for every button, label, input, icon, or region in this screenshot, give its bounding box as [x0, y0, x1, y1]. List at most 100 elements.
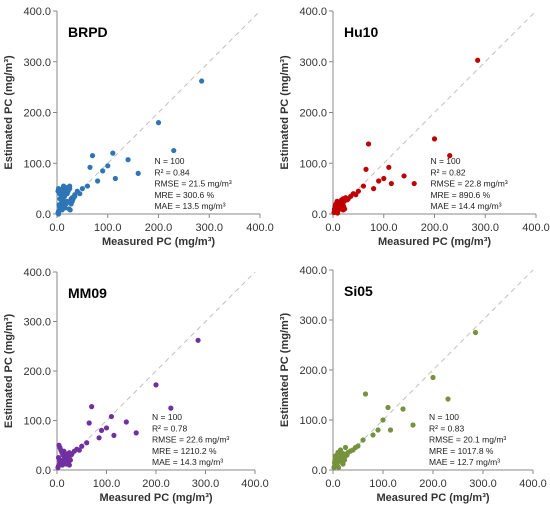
data-point	[335, 464, 342, 471]
y-tick-label: 100.0	[299, 158, 327, 170]
data-point	[376, 178, 382, 184]
x-tick-label: 200.0	[142, 478, 170, 490]
data-point	[331, 459, 338, 466]
chart-title: MM09	[68, 285, 107, 301]
x-tick-label: 0.0	[49, 478, 64, 490]
data-point	[431, 136, 438, 142]
data-point	[195, 337, 201, 343]
x-tick-label: 400.0	[246, 222, 274, 234]
data-point	[381, 175, 387, 182]
y-axis-label: Estimated PC (mg/m³)	[3, 55, 15, 170]
data-point	[411, 180, 417, 187]
data-point	[168, 405, 174, 411]
x-tick-label: 0.0	[325, 478, 340, 490]
x-tick-label: 400.0	[241, 478, 269, 490]
data-point	[401, 173, 407, 179]
chart-panel-4: 0.00.0 100.0 100.0 200.0 200.0 300.0 300.0 400.…	[279, 265, 547, 504]
data-point	[400, 406, 406, 412]
data-point	[410, 422, 416, 428]
stats-line: MRE = 1210.2 %	[152, 446, 217, 456]
y-tick-label: 300.0	[23, 57, 51, 69]
data-point	[339, 197, 345, 203]
x-tick-label: 400.0	[522, 222, 550, 234]
data-point	[360, 183, 367, 189]
y-tick-label: 100.0	[299, 415, 327, 427]
y-tick-label: 400.0	[299, 265, 327, 277]
y-tick-label: 400.0	[299, 6, 327, 18]
x-tick-label: 100.0	[93, 478, 121, 490]
stats-line: MAE = 13.5 mg/m³	[154, 201, 225, 211]
data-point	[89, 153, 96, 159]
data-point	[447, 153, 453, 159]
data-point	[135, 170, 141, 176]
y-tick-label: 200.0	[299, 108, 327, 120]
data-point	[66, 462, 72, 468]
stats-line: R² = 0.82	[430, 167, 465, 177]
chart-panel-2: 0.00.0 100.0 100.0 200.0 200.0 300.0 300.0 400.…	[279, 6, 550, 248]
data-point	[96, 435, 102, 441]
one-to-one-line	[56, 10, 261, 215]
data-point	[111, 432, 117, 438]
chart-title: BRPD	[68, 24, 108, 40]
data-point	[55, 455, 62, 461]
data-point	[84, 183, 91, 189]
data-point	[62, 205, 68, 211]
chart-title: Si05	[344, 283, 373, 299]
data-point	[341, 457, 348, 463]
stats-line: R² = 0.84	[154, 167, 189, 177]
x-tick-label: 100.0	[94, 222, 122, 234]
stats-line: RMSE = 22.6 mg/m³	[152, 435, 229, 445]
y-tick-label: 300.0	[23, 317, 51, 329]
y-tick-label: 100.0	[23, 158, 51, 170]
data-point	[370, 432, 376, 438]
y-tick-label: 100.0	[23, 416, 51, 428]
data-point	[133, 430, 139, 436]
x-tick-label: 200.0	[419, 478, 447, 490]
stats-line: RMSE = 21.5 mg/m³	[154, 179, 231, 189]
data-point	[55, 211, 62, 217]
data-point	[55, 464, 61, 471]
x-tick-label: 200.0	[145, 222, 173, 234]
data-point	[57, 196, 63, 202]
data-point	[67, 457, 73, 463]
data-point	[380, 417, 386, 423]
y-tick-label: 0.0	[312, 465, 327, 477]
data-point	[363, 166, 369, 172]
y-axis-label: Estimated PC (mg/m³)	[279, 313, 291, 428]
x-axis-label: Measured PC (mg/m³)	[376, 492, 489, 504]
one-to-one-line	[332, 10, 537, 215]
data-point	[340, 461, 346, 467]
y-axis-label: Estimated PC (mg/m³)	[279, 55, 291, 170]
data-point	[79, 443, 85, 449]
stats-line: MAE = 12.7 mg/m³	[429, 457, 500, 467]
x-axis-label: Measured PC (mg/m³)	[99, 492, 212, 504]
chart-panel-3: 0.00.0 100.0 100.0 200.0 200.0 300.0 300.0 400.…	[3, 267, 269, 504]
data-point	[360, 437, 366, 443]
x-axis-label: Measured PC (mg/m³)	[378, 236, 491, 248]
stats-line: N = 100	[154, 156, 184, 166]
y-tick-label: 300.0	[299, 57, 327, 69]
data-point	[331, 206, 338, 212]
data-point	[108, 413, 115, 420]
stats-line: MRE = 890.6 %	[430, 190, 490, 200]
data-point	[153, 382, 159, 388]
data-point	[386, 164, 392, 170]
data-point	[58, 192, 65, 198]
y-tick-label: 300.0	[299, 315, 327, 327]
y-tick-label: 200.0	[23, 366, 51, 378]
data-point	[84, 440, 90, 446]
one-to-one-line	[56, 271, 256, 471]
stats-line: R² = 0.78	[152, 423, 187, 433]
stats-line: N = 100	[430, 156, 460, 166]
data-point	[125, 157, 131, 163]
stats-line: MRE = 1017.8 %	[429, 446, 494, 456]
data-point	[110, 150, 116, 156]
data-point	[332, 202, 339, 208]
y-tick-label: 200.0	[299, 365, 327, 377]
one-to-one-line	[332, 269, 534, 471]
x-tick-label: 200.0	[421, 222, 449, 234]
data-point	[445, 396, 451, 402]
stats-line: RMSE = 22.8 mg/m³	[430, 179, 507, 189]
data-point	[123, 419, 129, 425]
x-tick-label: 300.0	[471, 222, 499, 234]
